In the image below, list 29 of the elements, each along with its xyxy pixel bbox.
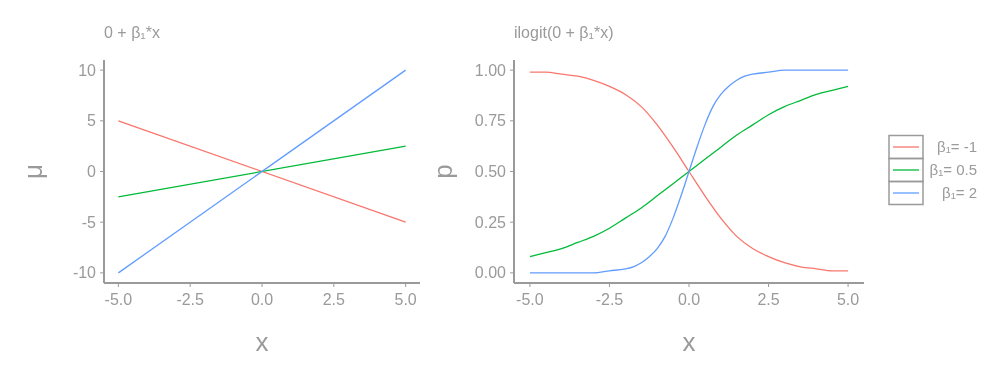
x-tick-label: 5.0 <box>836 291 860 308</box>
x-axis-title: x <box>682 327 696 357</box>
y-tick-label: 0.75 <box>474 112 507 130</box>
y-tick-label: 0.00 <box>474 264 507 282</box>
y-axis-title: p <box>428 164 458 179</box>
x-tick-label: 0.0 <box>677 291 701 308</box>
x-tick-label: 2.5 <box>322 291 346 308</box>
x-tick-label: 0.0 <box>250 291 274 308</box>
y-tick-label: 0.25 <box>474 213 507 231</box>
x-tick-label: -2.5 <box>176 291 205 308</box>
chart-title: ilogit(0 + β₁*x) <box>514 24 614 41</box>
x-tick-label: -5.0 <box>516 291 544 308</box>
legend-label: β₁= 2 <box>942 184 977 202</box>
legend-label: β₁= -1 <box>937 138 977 156</box>
y-tick-label: 0.50 <box>474 163 507 181</box>
y-tick-label: 1.00 <box>474 61 507 79</box>
y-axis-title: μ <box>18 164 48 179</box>
chart-title: 0 + β₁*x <box>104 24 160 41</box>
legend-label: β₁= 0.5 <box>929 161 977 179</box>
x-tick-label: 5.0 <box>394 291 417 308</box>
y-tick-label: -5 <box>81 213 97 231</box>
y-tick-label: 10 <box>78 61 97 79</box>
y-tick-label: 5 <box>87 112 97 130</box>
y-tick-label: 0 <box>87 163 97 181</box>
x-tick-label: -2.5 <box>595 291 624 308</box>
x-axis-title: x <box>255 327 269 357</box>
x-tick-label: -5.0 <box>104 291 133 308</box>
y-tick-label: -10 <box>72 264 97 282</box>
x-tick-label: 2.5 <box>757 291 780 308</box>
